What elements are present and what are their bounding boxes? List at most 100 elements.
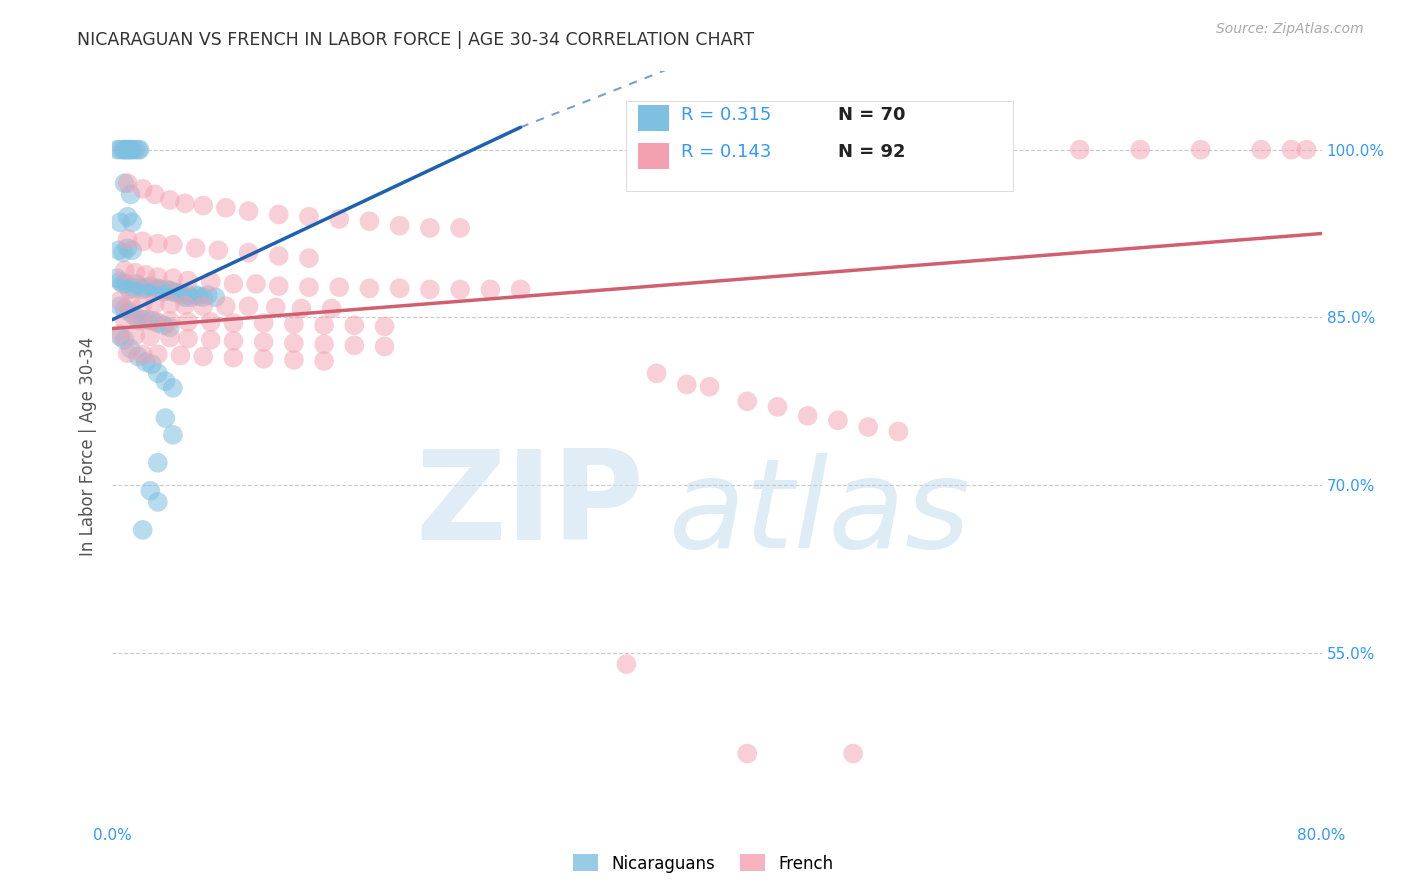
Point	[283, 336, 305, 351]
Point	[177, 332, 200, 346]
Point	[120, 143, 142, 157]
Point	[149, 282, 172, 296]
Point	[159, 297, 181, 311]
Text: N = 92: N = 92	[838, 144, 905, 161]
Point	[675, 377, 697, 392]
Point	[419, 221, 441, 235]
Point	[449, 282, 471, 296]
Point	[146, 456, 169, 470]
Point	[238, 245, 260, 260]
Point	[180, 290, 202, 304]
Point	[187, 289, 209, 303]
Text: N = 70: N = 70	[838, 106, 905, 124]
Point	[121, 215, 143, 229]
Point	[139, 329, 162, 343]
Point	[141, 357, 163, 371]
Point	[314, 354, 336, 368]
Point	[121, 244, 143, 258]
Point	[128, 143, 150, 157]
Point	[343, 318, 366, 333]
Point	[419, 282, 441, 296]
Point	[105, 143, 128, 157]
FancyBboxPatch shape	[626, 102, 1014, 191]
Point	[200, 315, 222, 329]
Point	[114, 312, 136, 326]
Point	[737, 394, 759, 409]
Point	[146, 236, 169, 251]
Point	[856, 420, 880, 434]
Point	[118, 282, 141, 296]
Point	[159, 284, 181, 298]
Point	[449, 221, 471, 235]
Point	[112, 277, 135, 291]
Point	[167, 285, 190, 300]
Point	[388, 219, 411, 233]
Point	[162, 285, 184, 299]
Point	[796, 409, 818, 423]
Point	[174, 290, 197, 304]
Point	[114, 333, 136, 347]
Point	[146, 367, 169, 381]
Y-axis label: In Labor Force | Age 30-34: In Labor Force | Age 30-34	[79, 336, 97, 556]
Point	[267, 207, 290, 221]
Point	[165, 285, 187, 300]
Point	[117, 346, 139, 360]
Point	[108, 329, 131, 343]
Point	[159, 320, 181, 334]
Point	[139, 279, 162, 293]
Point	[238, 299, 260, 313]
Point	[509, 282, 531, 296]
Point	[117, 241, 139, 255]
Point	[146, 316, 169, 330]
Point	[827, 413, 849, 427]
Point	[253, 316, 276, 330]
Point	[153, 285, 176, 299]
Point	[114, 176, 136, 190]
Point	[328, 211, 350, 226]
Point	[314, 318, 336, 333]
Point	[108, 327, 131, 342]
Point	[117, 232, 139, 246]
Point	[108, 215, 131, 229]
Point	[143, 282, 166, 296]
Point	[177, 288, 200, 302]
Point	[135, 355, 157, 369]
Point	[374, 319, 396, 334]
Point	[117, 143, 139, 157]
Point	[135, 281, 157, 295]
Point	[155, 374, 177, 388]
Point	[146, 270, 169, 285]
Point	[253, 334, 276, 349]
Point	[132, 523, 155, 537]
Point	[132, 182, 155, 196]
Point	[124, 266, 146, 280]
Point	[253, 351, 276, 366]
Point	[117, 210, 139, 224]
Point	[146, 347, 169, 361]
Point	[105, 271, 128, 285]
Point	[1069, 143, 1091, 157]
Point	[283, 317, 305, 331]
Point	[215, 299, 238, 313]
Point	[290, 301, 312, 316]
Point	[146, 281, 169, 295]
Point	[298, 210, 321, 224]
Point	[215, 201, 238, 215]
Point	[267, 249, 290, 263]
Point	[120, 296, 142, 310]
Text: atlas: atlas	[669, 453, 970, 574]
Point	[328, 280, 350, 294]
FancyBboxPatch shape	[638, 143, 669, 169]
Point	[117, 176, 139, 190]
Point	[1250, 143, 1272, 157]
Point	[1189, 143, 1212, 157]
Point	[118, 143, 141, 157]
Point	[114, 143, 136, 157]
Point	[842, 747, 865, 761]
Point	[374, 339, 396, 353]
Point	[143, 187, 166, 202]
Point	[114, 263, 136, 277]
Point	[112, 143, 135, 157]
Point	[146, 495, 169, 509]
Point	[174, 196, 197, 211]
